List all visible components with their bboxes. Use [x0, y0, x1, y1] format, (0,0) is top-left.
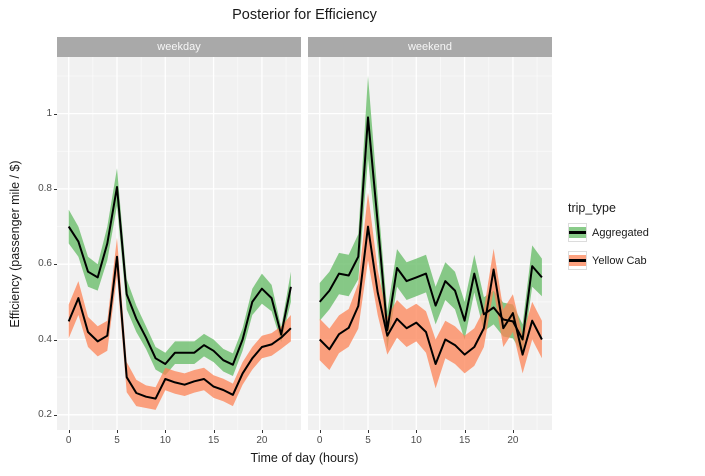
line-aggregated: [318, 116, 543, 341]
legend-key-yellow-cab-icon: [568, 251, 587, 270]
y-tick-label: 0.4: [38, 333, 52, 345]
facet-strip-weekday-label: weekday: [157, 41, 201, 53]
ribbon-yellow-cab: [68, 237, 291, 410]
x-tick-mark: [368, 430, 369, 433]
y-tick-mark: [54, 339, 57, 341]
y-axis-title: Efficiency (passenger mile / $): [8, 160, 22, 328]
line-aggregated: [67, 186, 292, 366]
line-yellow-cab: [67, 255, 292, 400]
x-tick-mark: [319, 430, 321, 433]
facet-strip-weekend: weekend: [308, 37, 552, 57]
x-tick-label: 10: [410, 435, 422, 446]
legend-label-yellow-cab: Yellow Cab: [592, 254, 647, 267]
legend: trip_type Aggregated Yellow Cab: [568, 201, 649, 279]
y-tick-mark: [54, 264, 57, 266]
legend-key-aggregated-icon: [568, 223, 587, 242]
y-tick-mark: [54, 113, 57, 115]
x-tick-label: 5: [114, 435, 120, 446]
facet-strip-weekday: weekday: [57, 37, 301, 57]
line-yellow-cab: [318, 225, 543, 365]
y-tick-mark: [54, 414, 57, 416]
plot-title: Posterior for Efficiency: [232, 7, 377, 23]
y-tick-label: 1: [46, 107, 52, 119]
legend-entry-aggregated: Aggregated: [568, 223, 649, 242]
y-tick-mark: [54, 188, 57, 190]
x-tick-label: 20: [256, 435, 268, 446]
x-tick-mark: [165, 430, 167, 433]
y-tick-label: 0.8: [38, 182, 52, 194]
x-tick-mark: [416, 430, 418, 433]
x-tick-label: 20: [507, 435, 519, 446]
x-tick-mark: [512, 430, 514, 433]
legend-entry-yellow-cab: Yellow Cab: [568, 251, 649, 270]
x-tick-label: 10: [159, 435, 171, 446]
x-tick-label: 15: [459, 435, 471, 446]
x-tick-mark: [213, 430, 215, 433]
x-tick-mark: [117, 430, 118, 433]
x-tick-label: 0: [65, 435, 72, 446]
legend-label-aggregated: Aggregated: [592, 226, 649, 239]
facet-strip-weekend-label: weekend: [407, 41, 453, 53]
x-tick-label: 0: [316, 435, 323, 446]
x-axis-title: Time of day (hours): [250, 451, 359, 465]
x-tick-label: 15: [208, 435, 220, 446]
panel-weekday: [57, 57, 301, 430]
x-tick-mark: [464, 430, 466, 433]
legend-line-swatch: [569, 259, 586, 262]
legend-line-swatch: [569, 231, 586, 234]
y-tick-label: 0.2: [38, 408, 52, 420]
legend-title: trip_type: [568, 201, 616, 215]
y-tick-label: 0.6: [38, 258, 52, 270]
panel-weekend: [308, 57, 552, 430]
x-tick-label: 5: [365, 435, 371, 446]
x-tick-mark: [261, 430, 263, 433]
x-tick-mark: [68, 430, 70, 433]
panel-background: [308, 57, 552, 430]
panel-background: [57, 57, 301, 430]
